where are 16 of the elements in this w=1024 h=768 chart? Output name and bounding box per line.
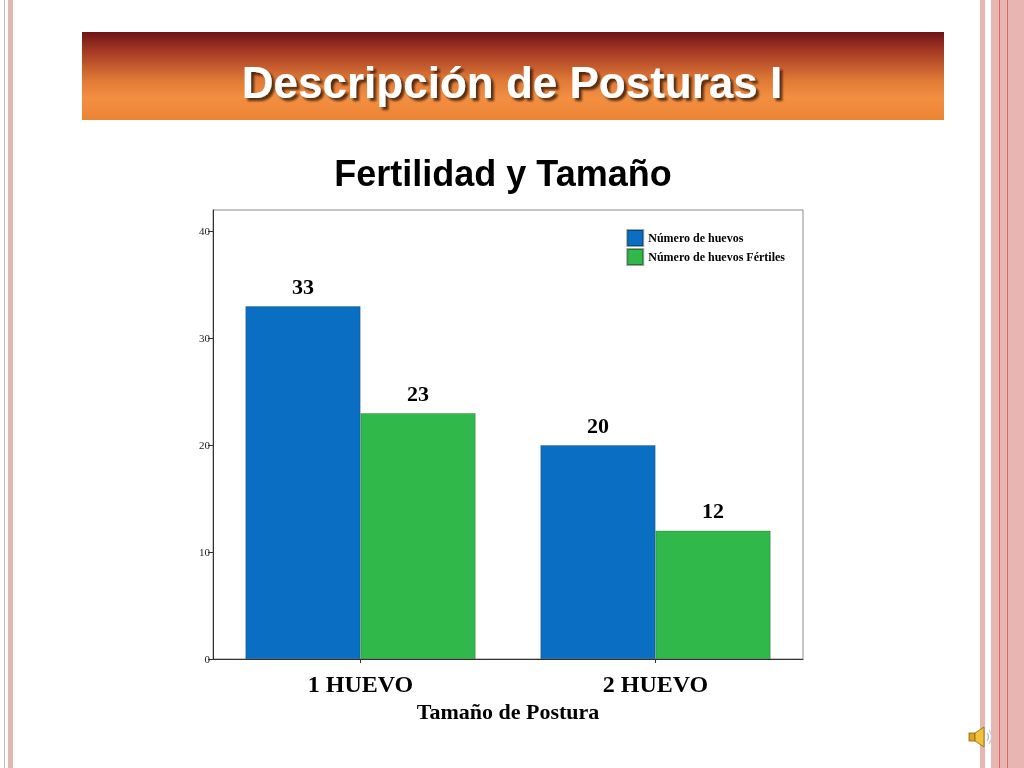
legend-label: Número de huevos xyxy=(648,231,744,245)
y-tick-label: 40 xyxy=(199,225,211,238)
data-label: 20 xyxy=(586,412,609,438)
legend-label: Número de huevos Fértiles xyxy=(648,250,786,264)
x-tick-label: 2 HUEVO xyxy=(602,671,709,697)
data-label: 12 xyxy=(702,498,725,524)
chart-title: Descripción de Posturas I xyxy=(241,57,783,107)
data-label: 33 xyxy=(291,273,314,299)
x-tick-label: 1 HUEVO xyxy=(307,671,414,697)
y-tick-label: 20 xyxy=(199,439,211,452)
y-tick-label: 30 xyxy=(199,332,211,345)
data-label: 23 xyxy=(407,380,430,406)
y-tick-label: 0 xyxy=(204,653,211,665)
x-axis-title: Tamaño de Postura xyxy=(416,699,600,725)
chart-subtitle: Fertilidad y Tamaño xyxy=(334,152,672,194)
y-tick-label: 10 xyxy=(199,546,211,559)
